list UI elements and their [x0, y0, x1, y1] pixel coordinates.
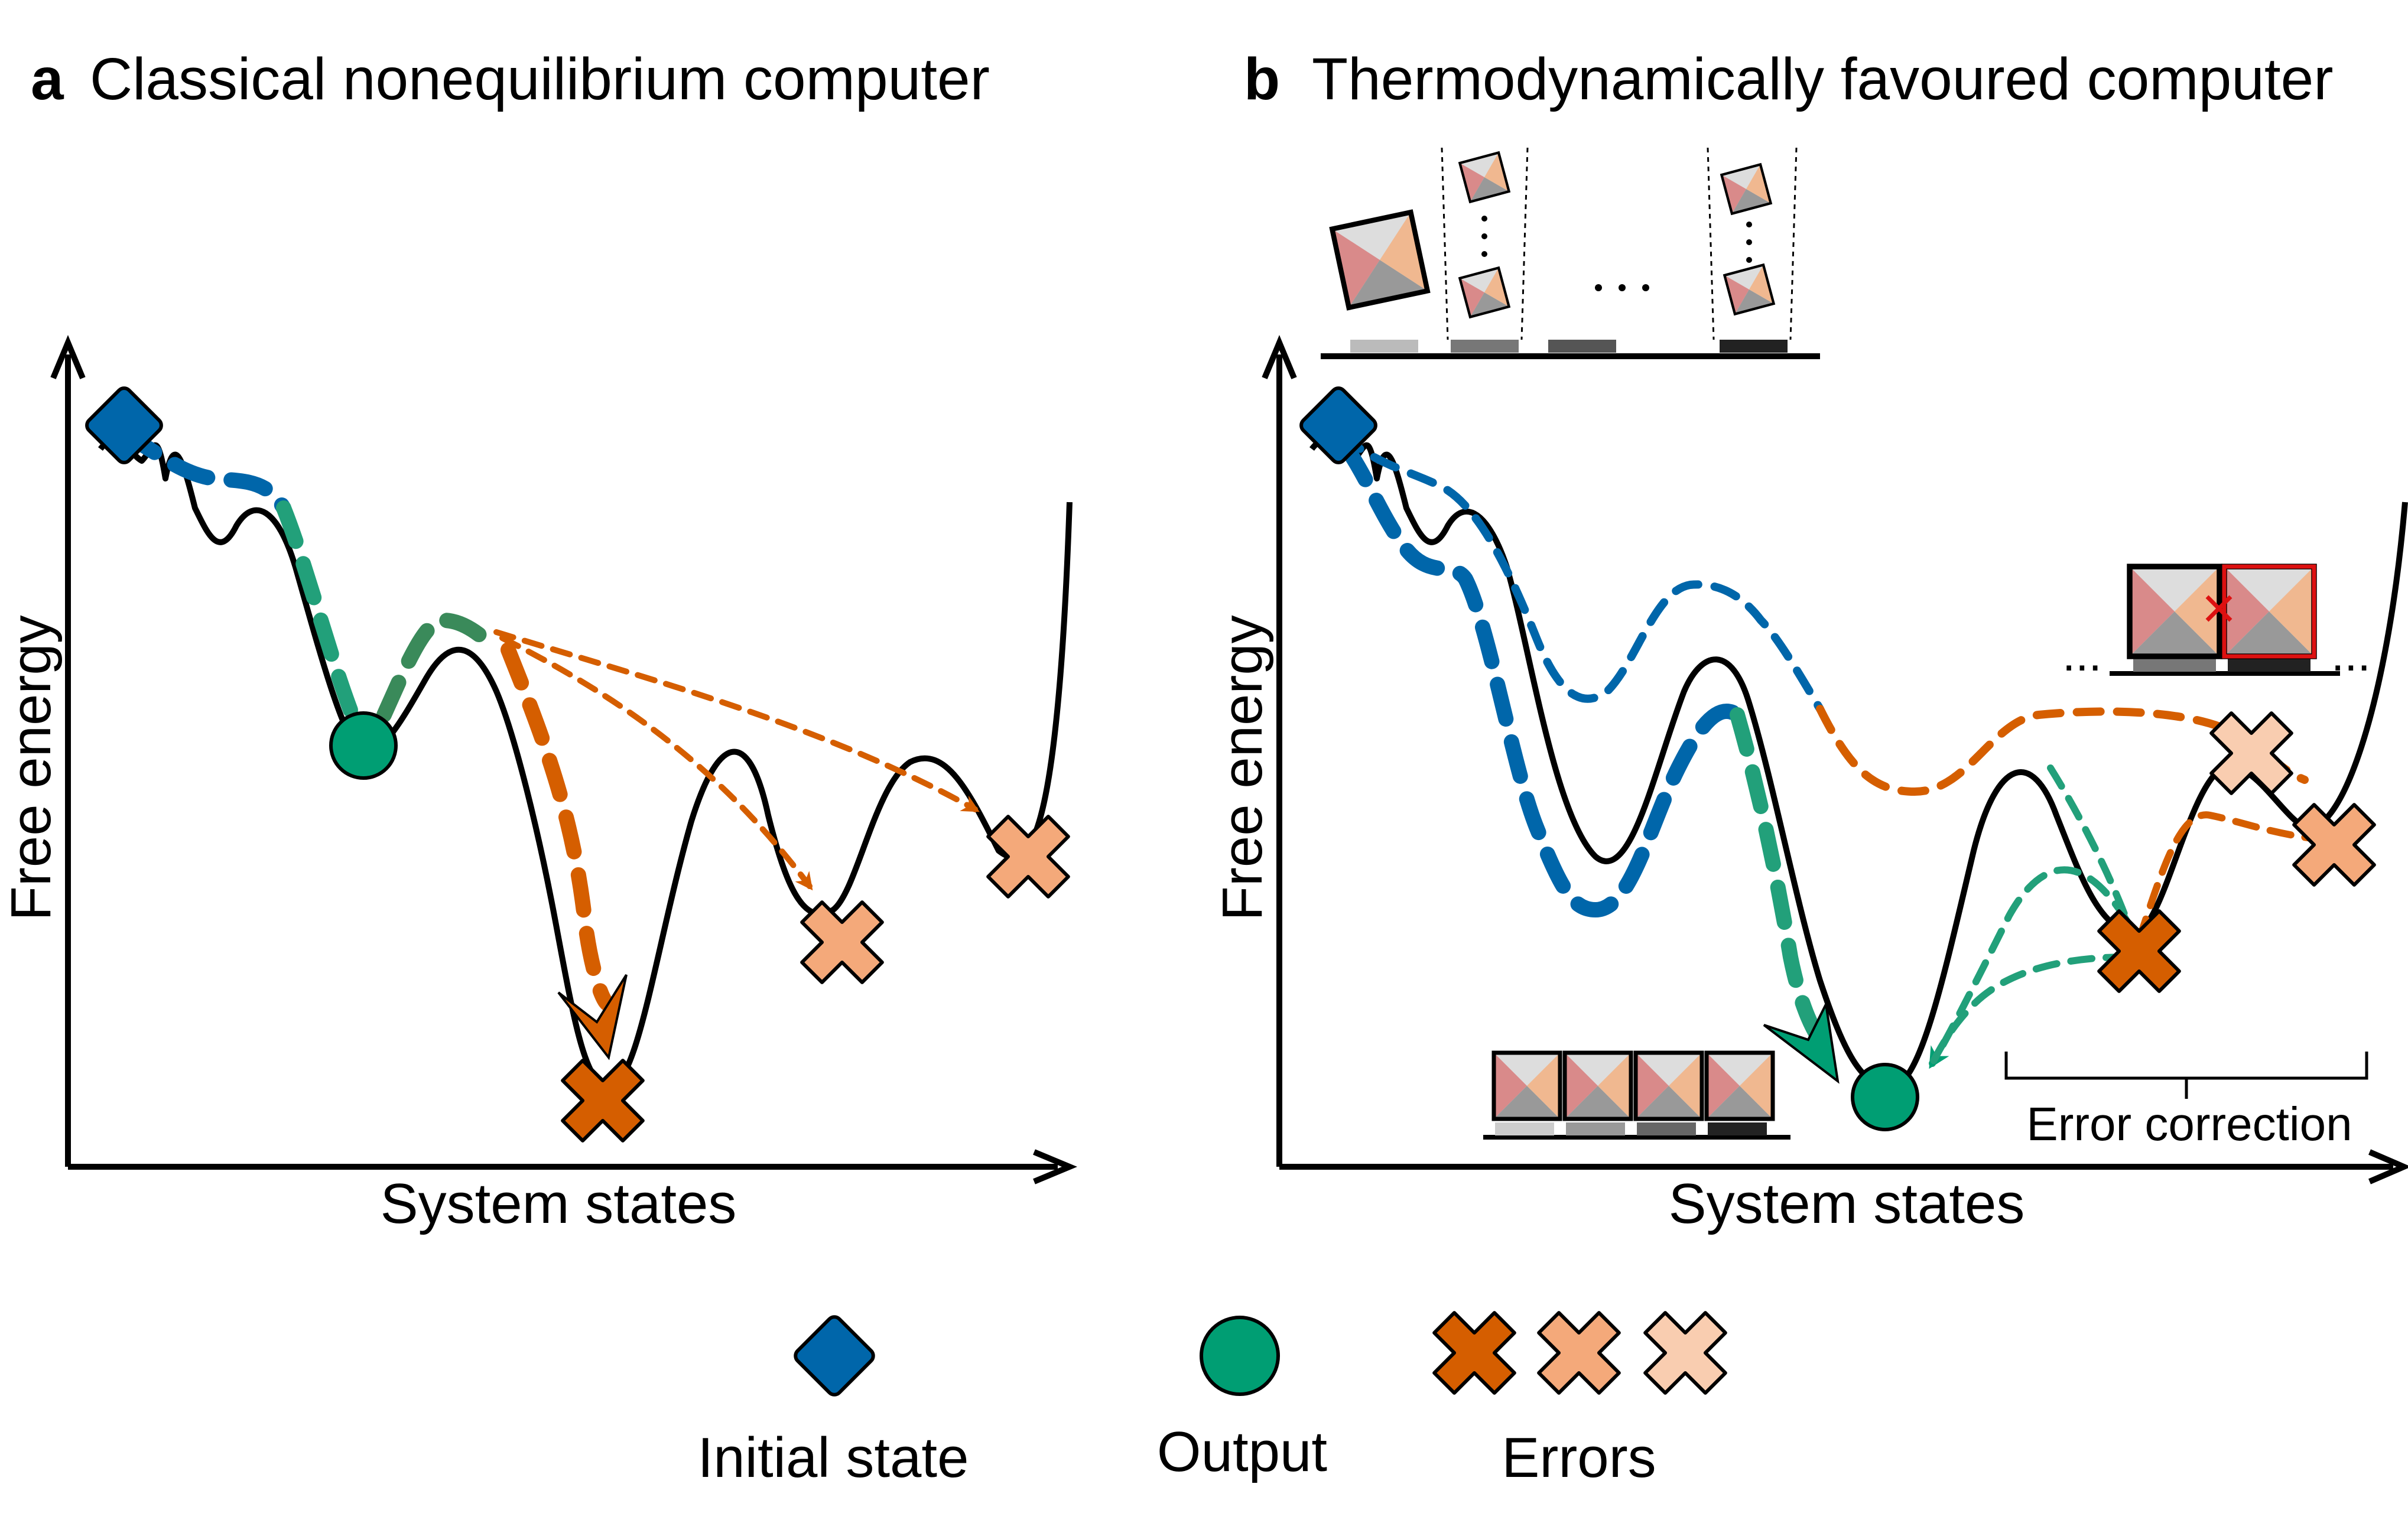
panel-b-path-green-main — [1730, 707, 1840, 1059]
panel-b-ellipsis-right: ... — [2331, 628, 2371, 681]
panel-b-error-2 — [2191, 693, 2312, 813]
panel-b: b Thermodynamically favoured computer — [1211, 46, 2408, 1235]
panel-b-initial-state — [1298, 385, 1379, 466]
error-cross-icon — [1414, 1293, 1535, 1413]
error-mark-icon — [2205, 595, 2232, 622]
panel-a-trajectories — [116, 427, 980, 1012]
tile-icon — [1460, 152, 1509, 201]
panel-b-ylabel: Free energy — [1211, 615, 1274, 921]
panel-a-letter: a — [31, 46, 64, 112]
initial-state-diamond-icon — [794, 1315, 875, 1397]
legend-output-label: Output — [1157, 1420, 1327, 1483]
panel-b-ellipsis-left: ... — [2062, 628, 2102, 681]
panel-a-output — [329, 711, 398, 780]
panel-b-output — [1851, 1063, 1919, 1131]
panel-b-error-correction-bracket — [2004, 1052, 2368, 1099]
legend-errors-label: Errors — [1502, 1426, 1656, 1489]
panel-b-path-blue-upper — [1337, 430, 1824, 713]
panel-a-error-1 — [542, 1040, 663, 1161]
panel-a-path-orange-3 — [493, 629, 980, 812]
panel-b-arrowhead-main — [1763, 1000, 1840, 1084]
panel-a-path-green-2 — [376, 612, 504, 723]
panel-b-title: Thermodynamically favoured computer — [1312, 46, 2334, 112]
error-cross-icon — [1625, 1293, 1746, 1413]
panel-a-axes — [50, 335, 1077, 1184]
legend-initial-state-label: Initial state — [698, 1426, 969, 1489]
panel-a-xlabel: System states — [381, 1172, 737, 1235]
legend: Initial state Output Errors — [698, 1293, 1746, 1489]
output-circle-icon — [1200, 1316, 1280, 1396]
error-cross-icon — [1519, 1293, 1639, 1413]
panel-a-path-orange-2 — [499, 635, 813, 891]
panel-a-path-orange-main — [501, 642, 616, 1012]
panel-b-error-correction-inset: ... ... — [2062, 567, 2371, 681]
panel-b-letter: b — [1244, 46, 1280, 112]
panel-a-energy-landscape — [98, 437, 1073, 1090]
panel-a-arrowhead — [557, 974, 628, 1060]
panel-b-axes — [1262, 335, 2408, 1184]
panel-b-path-orange-lower — [2136, 811, 2320, 943]
panel-a-title: Classical nonequilibrium computer — [90, 46, 990, 112]
panel-a-path-blue — [116, 427, 291, 516]
panel-a: a Classical nonequilibrium computer Free… — [0, 46, 1088, 1235]
panel-a-ylabel: Free energy — [0, 615, 63, 921]
panel-b-error-3 — [2274, 785, 2394, 905]
panel-a-error-3 — [968, 796, 1088, 917]
panel-b-path-green-lower-3 — [1926, 953, 2131, 1073]
panel-b-xlabel: System states — [1669, 1172, 2025, 1235]
panel-b-tile-assembly-bottom — [1483, 1053, 1790, 1140]
panel-b-path-green-lower-1 — [2047, 764, 2131, 925]
panel-b-path-blue-lower — [1340, 441, 1745, 918]
panel-a-path-green — [276, 500, 362, 728]
panel-b-error-correction-label: Error correction — [2026, 1098, 2352, 1150]
panel-b-tile-assembly-top — [1321, 147, 1820, 359]
